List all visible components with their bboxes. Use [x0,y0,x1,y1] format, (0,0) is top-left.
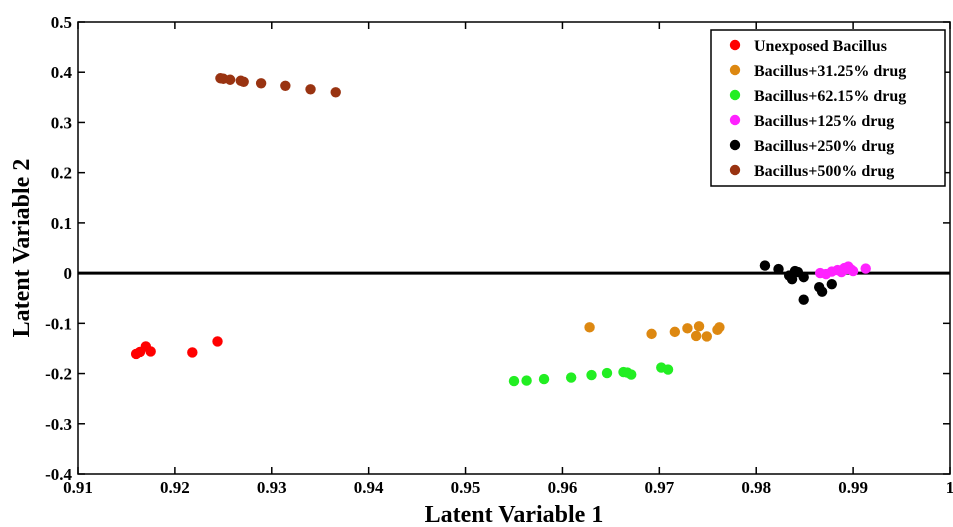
x-axis-label: Latent Variable 1 [425,502,604,527]
y-tick-label: 0.2 [51,164,72,183]
x-tick-label: 0.96 [548,478,578,497]
data-point [714,322,725,333]
data-point [224,74,236,85]
series-points [215,73,341,98]
legend-entry-label: Bacillus+250% drug [754,138,894,155]
data-point [816,286,828,297]
x-tick-label: 1 [946,478,953,497]
x-tick-label: 0.99 [838,478,868,497]
series-points [814,261,871,280]
x-tick-label: 0.91 [63,478,93,497]
legend-entry-label: Bacillus+31.25% drug [754,63,906,80]
series-points [584,321,725,342]
legend-marker [729,64,741,76]
data-point [584,322,595,333]
data-point [330,87,341,98]
data-point [826,278,837,290]
x-tick-label: 0.98 [741,478,771,497]
x-tick-label: 0.94 [354,478,384,497]
plot-frame [77,21,951,475]
data-point [690,330,702,342]
data-point [646,328,657,340]
legend-marker [729,139,741,151]
data-point [145,346,156,357]
x-tick-label: 0.92 [160,478,190,497]
y-tick-label: 0 [64,264,73,283]
y-tick-label: 0.4 [51,63,73,82]
data-point [508,375,520,387]
data-point [860,263,871,274]
data-point [669,326,681,338]
legend: Unexposed Bacillus Bacillus+31.25% drug Ba… [710,29,946,187]
legend-marker [729,89,741,101]
data-point [662,364,674,375]
data-point [626,369,637,380]
data-point [538,373,550,385]
data-point [701,331,713,342]
data-point [280,80,291,91]
y-axis-label: Latent Variable 2 [9,159,35,338]
data-point [212,336,223,347]
legend-entry-label: Bacillus+62.15% drug [754,88,906,105]
legend-entry-label: Bacillus+500% drug [754,163,894,180]
y-tick-label: 0.3 [51,113,72,132]
data-point [565,372,577,383]
y-tick-label: -0.4 [45,465,72,484]
data-point [773,263,784,275]
legend-box [710,29,946,187]
legend-marker [729,164,741,176]
y-tick-label: -0.3 [45,415,72,434]
data-point [693,321,705,332]
data-point [759,260,771,271]
data-point [305,84,316,95]
series-points [508,362,674,387]
x-tick-label: 0.97 [644,478,674,497]
y-tick-label: 0.5 [51,13,72,32]
legend-entry-label: Unexposed Bacillus [754,38,887,55]
data-point [521,375,532,386]
series-points [130,336,223,360]
data-point [187,347,198,358]
legend-marker [729,114,741,126]
series-points [759,260,837,305]
legend-marker [729,39,741,51]
data-point [847,265,859,277]
data-point [601,367,613,379]
data-point [798,271,809,283]
axis-tick-labels: 0.91 0.92 0.93 0.94 0.95 0.96 0.97 0.98 0.99 1 -0.… [45,13,953,497]
data-point [682,323,693,334]
x-tick-label: 0.93 [257,478,287,497]
data-point [586,369,597,381]
data-point [255,78,267,89]
y-tick-label: 0.1 [51,214,72,233]
x-tick-label: 0.95 [451,478,481,497]
data-point [786,273,798,285]
data-point [238,76,249,87]
y-tick-label: -0.1 [45,314,72,333]
y-tick-label: -0.2 [45,365,72,384]
data-points [130,73,871,387]
legend-entry-label: Bacillus+125% drug [754,113,894,130]
data-point [798,294,809,305]
